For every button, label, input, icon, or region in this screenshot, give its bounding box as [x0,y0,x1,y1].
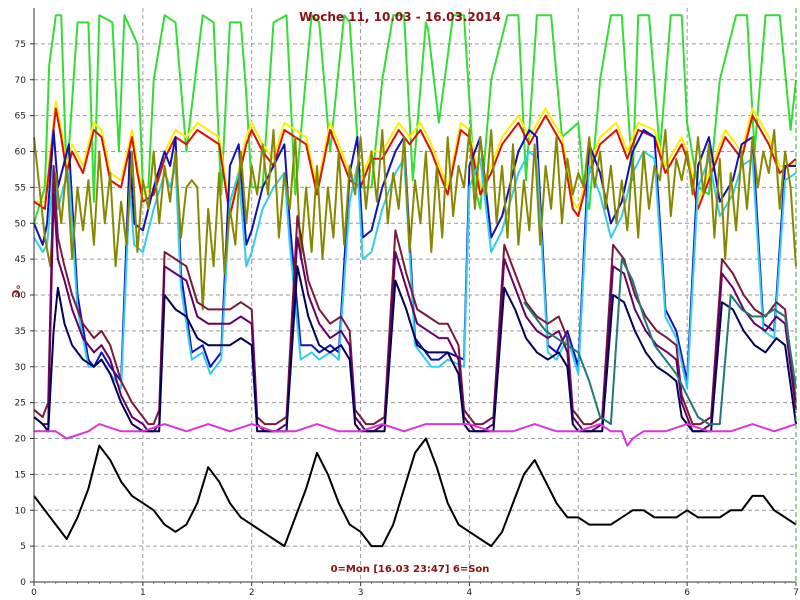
y-tick-label: 0 [20,578,26,588]
y-tick-label: 20 [15,435,27,445]
series-line-2 [33,107,797,218]
x-tick-label: 7 [793,588,799,598]
x-axis-label: 0=Mon [16.03 23:47] 6=Son [331,564,490,575]
series-line-5 [33,129,797,311]
y-tick-label: 65 [15,112,26,122]
y-tick-label: 25 [15,399,26,409]
y-tick-label: 35 [15,327,26,337]
y-axis-label: °C [9,284,22,298]
y-tick-label: 50 [15,219,27,229]
x-tick-label: 4 [467,588,473,598]
series-line-9 [523,258,797,426]
y-tick-label: 55 [15,183,26,193]
y-tick-label: 5 [20,542,26,552]
y-tick-label: 10 [15,506,27,516]
y-tick-label: 70 [15,76,27,86]
series-line-4 [33,150,797,390]
y-tick-label: 30 [15,363,27,373]
x-tick-label: 3 [358,588,364,598]
series-line-1 [34,100,796,210]
y-tick-label: 75 [15,40,26,50]
x-tick-label: 2 [249,588,255,598]
chart-title: Woche 11, 10.03 - 16.03.2014 [299,10,501,24]
y-tick-label: 45 [15,255,26,265]
x-tick-label: 1 [140,588,146,598]
series-line-8 [33,265,797,433]
x-tick-label: 0 [31,588,37,598]
y-tick-label: 15 [15,470,26,480]
series-line-6 [33,164,797,426]
x-tick-label: 5 [575,588,581,598]
axes [30,8,797,586]
x-tick-label: 6 [684,588,690,598]
y-tick-label: 60 [15,148,27,158]
series-layer [33,14,797,548]
y-tick-label: 40 [15,291,27,301]
series-line-3 [33,129,796,383]
series-line-10 [34,423,797,447]
series-line-11 [33,437,797,548]
